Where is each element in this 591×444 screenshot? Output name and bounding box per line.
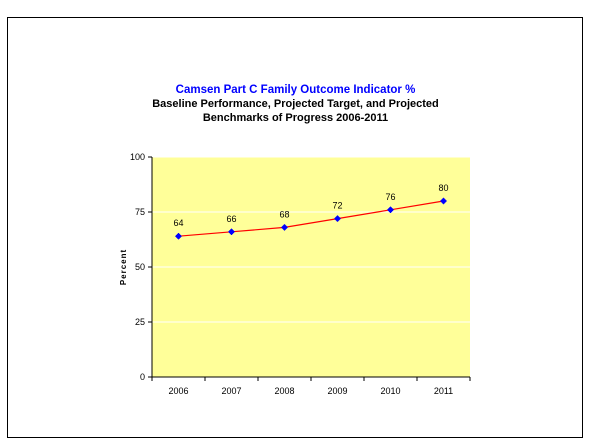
data-point-2008 [280,223,289,231]
chart-title: Camsen Part C Family Outcome Indicator % [175,84,416,96]
data-label-2011: 80 [438,183,448,193]
x-tick-label-2006: 2006 [168,386,188,396]
x-tick-label-2011: 2011 [434,386,453,396]
chart-subtitle-line-2: Benchmarks of Progress 2006-2011 [202,112,389,124]
data-label-2009: 72 [332,201,342,211]
x-tick-label-2009: 2009 [327,386,347,396]
series-line-0 [178,200,444,237]
y-tick-label-25: 25 [135,317,145,327]
y-axis-title: Percent [119,249,128,285]
data-label-2010: 76 [385,192,395,202]
data-label-2008: 68 [279,209,289,219]
data-label-2006: 64 [173,218,183,228]
data-point-2007 [227,228,236,236]
y-tick-label-0: 0 [140,372,145,382]
data-point-2011 [439,197,448,205]
data-point-2009 [333,215,342,223]
y-tick-label-50: 50 [135,262,145,272]
y-tick-label-100: 100 [130,152,145,162]
x-tick-label-2007: 2007 [221,386,241,396]
x-tick-label-2008: 2008 [274,386,294,396]
chart-subtitle-line-1: Baseline Performance, Projected Target, … [152,98,439,110]
y-tick-label-75: 75 [135,207,145,217]
data-point-2010 [386,206,395,214]
data-point-2006 [174,232,183,240]
x-tick-label-2010: 2010 [380,386,400,396]
data-label-2007: 66 [226,214,236,224]
